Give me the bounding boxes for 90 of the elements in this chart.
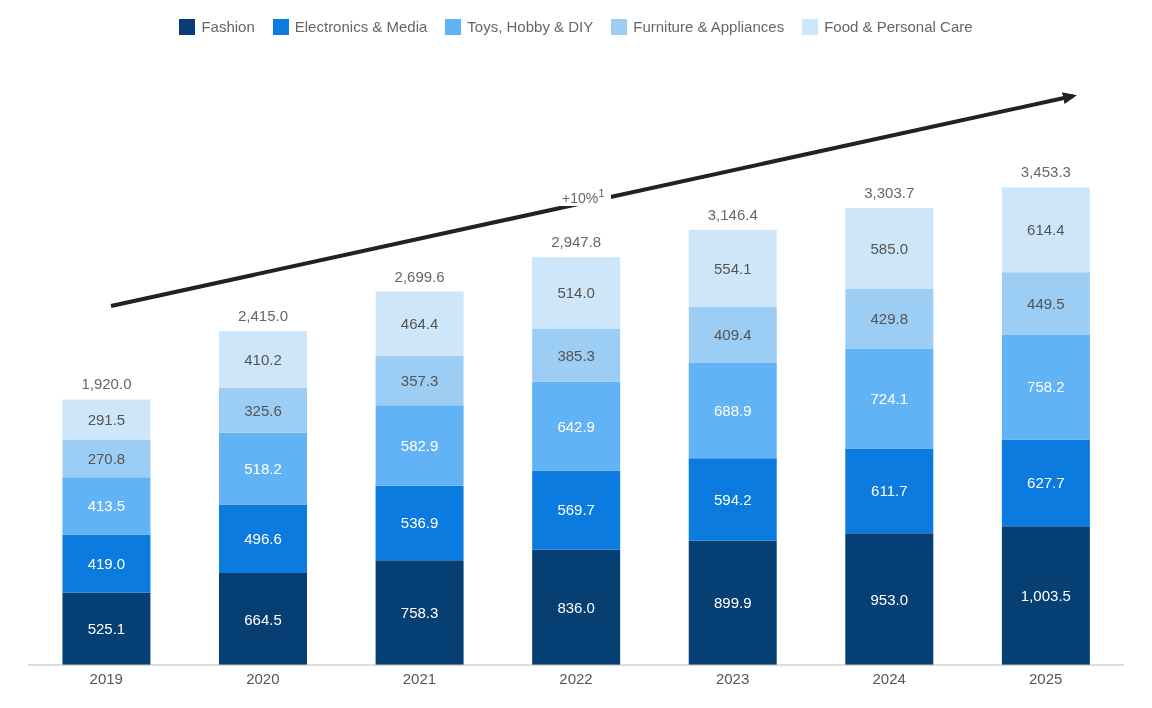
data-label: 627.7: [1027, 474, 1065, 492]
data-label: 536.9: [400, 514, 439, 532]
bar: [219, 330, 308, 388]
total-label: 1,920.0: [81, 375, 132, 393]
bar: [375, 355, 464, 406]
total-label: 3,453.3: [1020, 163, 1071, 181]
data-label: 664.5: [244, 610, 282, 628]
data-label: 724.1: [870, 390, 909, 408]
legend-label: Fashion: [200, 18, 255, 35]
bar: [375, 405, 464, 486]
data-label: 449.5: [1027, 294, 1065, 312]
data-label: 464.4: [400, 315, 439, 333]
data-label: 642.9: [557, 417, 595, 435]
data-label: 554.1: [713, 259, 752, 277]
bar: [532, 257, 621, 329]
x-tick-label: 2024: [872, 669, 906, 687]
x-tick-label: 2022: [559, 669, 593, 687]
bar: [845, 289, 934, 349]
data-label: 525.1: [87, 620, 126, 638]
x-tick-label: 2021: [402, 669, 437, 687]
bar: [1001, 272, 1090, 335]
bar: [845, 533, 934, 665]
data-label: 758.3: [400, 604, 439, 622]
bar: [219, 504, 308, 574]
data-label: 270.8: [87, 450, 126, 468]
bar: [62, 399, 151, 440]
bar: [845, 448, 934, 534]
bar: [1001, 526, 1090, 665]
bar: [688, 229, 777, 307]
annotation: +10%$^{1}$: [556, 186, 611, 206]
data-label: 385.3: [557, 346, 595, 364]
bar: [532, 549, 621, 665]
bar: [845, 208, 934, 290]
data-label: 429.8: [870, 310, 909, 328]
data-label: 611.7: [871, 482, 908, 500]
total-label: 3,303.7: [864, 184, 915, 202]
legend-label: Furniture & Appliances: [632, 18, 785, 35]
data-label: 614.4: [1027, 221, 1065, 239]
total-label: 3,146.4: [707, 205, 758, 223]
data-label: 291.5: [87, 411, 126, 429]
legend-label: Electronics & Media: [293, 18, 428, 35]
data-label: 325.6: [244, 401, 282, 419]
bar: [688, 458, 777, 541]
data-label: 1,003.5: [1020, 587, 1071, 605]
bar: [62, 477, 151, 535]
data-label: 357.3: [400, 372, 439, 390]
bar: [688, 363, 777, 459]
data-label: 496.6: [244, 530, 282, 548]
data-label: 953.0: [870, 590, 909, 608]
total-label: 2,415.0: [237, 306, 289, 324]
total-label: 2,947.8: [551, 233, 602, 251]
data-label: 409.4: [713, 326, 752, 344]
bar: [62, 534, 151, 593]
bar: [375, 560, 464, 665]
x-tick-label: 2020: [246, 669, 280, 687]
data-label: 585.0: [870, 240, 909, 258]
data-label: 758.2: [1027, 378, 1065, 396]
x-tick-label: 2019: [89, 669, 123, 687]
bar: [62, 439, 151, 478]
data-label: 410.2: [244, 350, 282, 368]
bar: [532, 381, 621, 471]
data-label: 582.9: [400, 437, 439, 455]
bar: [219, 432, 308, 505]
data-label: 688.9: [713, 402, 752, 420]
legend-label: Food & Personal Care: [823, 18, 973, 35]
bar: [688, 306, 777, 364]
data-label: 514.0: [557, 284, 595, 302]
bar: [375, 485, 464, 561]
data-label: 419.0: [87, 554, 126, 572]
bar: [532, 470, 621, 550]
data-label: 899.9: [713, 594, 752, 612]
total-label: 2,699.6: [394, 267, 445, 285]
x-tick-label: 2023: [715, 669, 750, 687]
bar: [845, 348, 934, 449]
data-label: 836.0: [557, 598, 595, 616]
x-tick-label: 2025: [1029, 669, 1063, 687]
bar: [1001, 187, 1090, 273]
bar: [219, 573, 308, 665]
data-label: 569.7: [557, 501, 595, 519]
bar: [1001, 439, 1090, 527]
bar: [688, 540, 777, 665]
data-label: 594.2: [713, 490, 752, 508]
bar: [1001, 334, 1090, 440]
bar: [219, 387, 308, 433]
bar: [532, 328, 621, 382]
legend-label: Toys, Hobby & DIY: [466, 18, 594, 35]
bar: [375, 291, 464, 356]
data-label: 413.5: [87, 497, 126, 515]
data-label: 518.2: [244, 460, 282, 478]
bar: [62, 592, 151, 665]
